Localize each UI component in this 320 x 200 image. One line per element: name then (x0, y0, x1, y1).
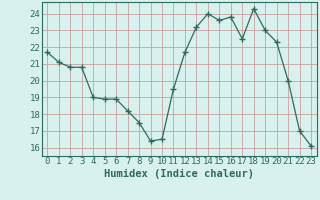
X-axis label: Humidex (Indice chaleur): Humidex (Indice chaleur) (104, 169, 254, 179)
